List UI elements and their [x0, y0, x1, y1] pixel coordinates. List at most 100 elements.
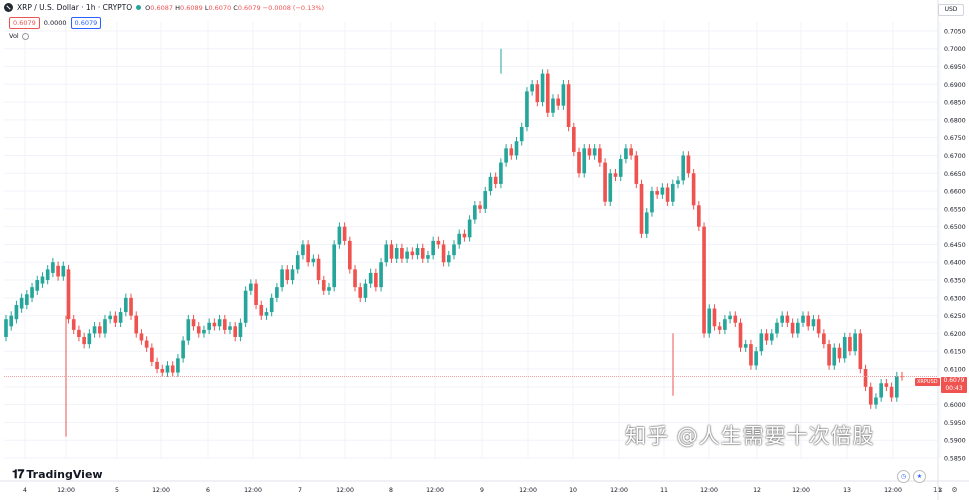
time-scale-icon[interactable]: 1×	[933, 486, 944, 494]
candle-body	[629, 148, 633, 156]
candle-body	[545, 73, 550, 113]
candle-body	[733, 315, 738, 323]
candle-body	[644, 212, 649, 234]
volume-indicator-label[interactable]: Vol	[9, 32, 29, 40]
eye-icon[interactable]	[21, 32, 29, 40]
candle-body	[884, 383, 889, 387]
candle-body	[327, 287, 331, 291]
us-flag-icon[interactable]: ★	[913, 470, 926, 483]
candle-body	[686, 155, 691, 174]
candle-body	[415, 248, 420, 256]
event-flag-icon[interactable]: ◷	[897, 470, 910, 483]
symbol-price-label: XRPUSD	[915, 378, 940, 386]
candle-body	[56, 265, 60, 277]
candle-body	[775, 322, 779, 334]
candle-body	[582, 148, 587, 174]
x-tick-label: 12	[753, 487, 761, 494]
y-tick-label: 0.6600	[944, 189, 966, 196]
candle-body	[129, 297, 133, 316]
candle-body	[874, 397, 878, 405]
candle-body	[353, 269, 357, 288]
candle-body	[30, 287, 34, 298]
candle-body	[321, 280, 326, 291]
sell-button[interactable]: 0.6079	[9, 17, 40, 29]
candle-body	[202, 329, 206, 334]
candle-body	[795, 322, 800, 334]
candle-body	[587, 148, 592, 156]
candle-body	[691, 173, 696, 206]
symbol-title[interactable]: XRP / U.S. Dollar · 1h · CRYPTO	[17, 3, 133, 12]
candle-body	[473, 205, 477, 220]
candle-body	[556, 98, 561, 106]
candle-body	[790, 322, 795, 334]
candle-body	[712, 308, 717, 327]
candle-body	[92, 326, 97, 334]
x-tick-label: 8	[389, 487, 393, 494]
candle-body	[816, 319, 821, 334]
candle-body	[561, 84, 566, 106]
candle-body	[525, 91, 529, 127]
candle-body	[577, 151, 581, 174]
currency-selector[interactable]: USD	[938, 4, 964, 16]
candle-body	[311, 258, 316, 263]
candle-body	[35, 280, 40, 291]
xrp-logo-icon	[4, 3, 13, 12]
buy-button[interactable]: 0.6079	[70, 17, 102, 29]
candle-body	[144, 340, 149, 348]
candle-body	[222, 319, 227, 330]
candle-body	[389, 244, 394, 259]
candle-body	[837, 347, 842, 359]
tradingview-logo[interactable]: 𝟏𝟕 TradingView	[12, 467, 103, 482]
candle-body	[655, 191, 659, 195]
candle-body	[723, 319, 727, 330]
candle-body	[764, 333, 769, 341]
candle-body	[87, 333, 92, 345]
x-tick-label: 12:00	[426, 487, 444, 494]
candle-body	[566, 84, 571, 127]
x-tick-label: 5	[115, 487, 119, 494]
candle-body	[77, 329, 81, 337]
candle-body	[19, 297, 24, 309]
candle-body	[785, 315, 790, 323]
settings-icon[interactable]: ⚙	[951, 486, 958, 494]
candle-body	[848, 336, 852, 352]
candle-body	[467, 219, 472, 238]
candle-body	[535, 84, 540, 103]
x-tick-label: 12:00	[884, 487, 902, 494]
candle-body	[499, 162, 503, 184]
candle-body	[452, 244, 456, 256]
candle-body	[306, 244, 310, 263]
y-tick-label: 0.6200	[944, 331, 966, 338]
candle-body	[264, 312, 269, 316]
candle-body	[249, 283, 253, 291]
candle-body	[40, 276, 45, 284]
y-tick-label: 0.5850	[944, 456, 966, 463]
trade-buttons: 0.6079 0.0000 0.6079	[9, 17, 102, 29]
candle-body	[82, 336, 86, 345]
candle-body	[446, 255, 451, 263]
candle-body	[400, 248, 404, 259]
candle-body	[540, 73, 545, 103]
candle-body	[853, 333, 857, 352]
candle-body	[191, 319, 196, 327]
candle-body	[759, 333, 764, 352]
candle-body	[181, 340, 185, 359]
candle-body	[4, 319, 8, 337]
y-tick-label: 0.6800	[944, 117, 966, 124]
candle-body	[233, 326, 238, 337]
candle-body	[608, 173, 613, 202]
candle-body	[431, 240, 435, 256]
candle-body	[405, 251, 409, 259]
candle-body	[551, 98, 555, 113]
candle-body	[295, 255, 300, 270]
candle-body	[670, 183, 675, 202]
x-tick-label: 12:00	[792, 487, 810, 494]
candle-body	[316, 258, 321, 281]
x-tick-label: 1	[938, 487, 942, 494]
candle-body	[441, 244, 446, 263]
candle-body	[14, 304, 19, 320]
candle-body	[420, 248, 425, 259]
candle-body	[379, 262, 383, 288]
candle-body	[280, 269, 284, 288]
